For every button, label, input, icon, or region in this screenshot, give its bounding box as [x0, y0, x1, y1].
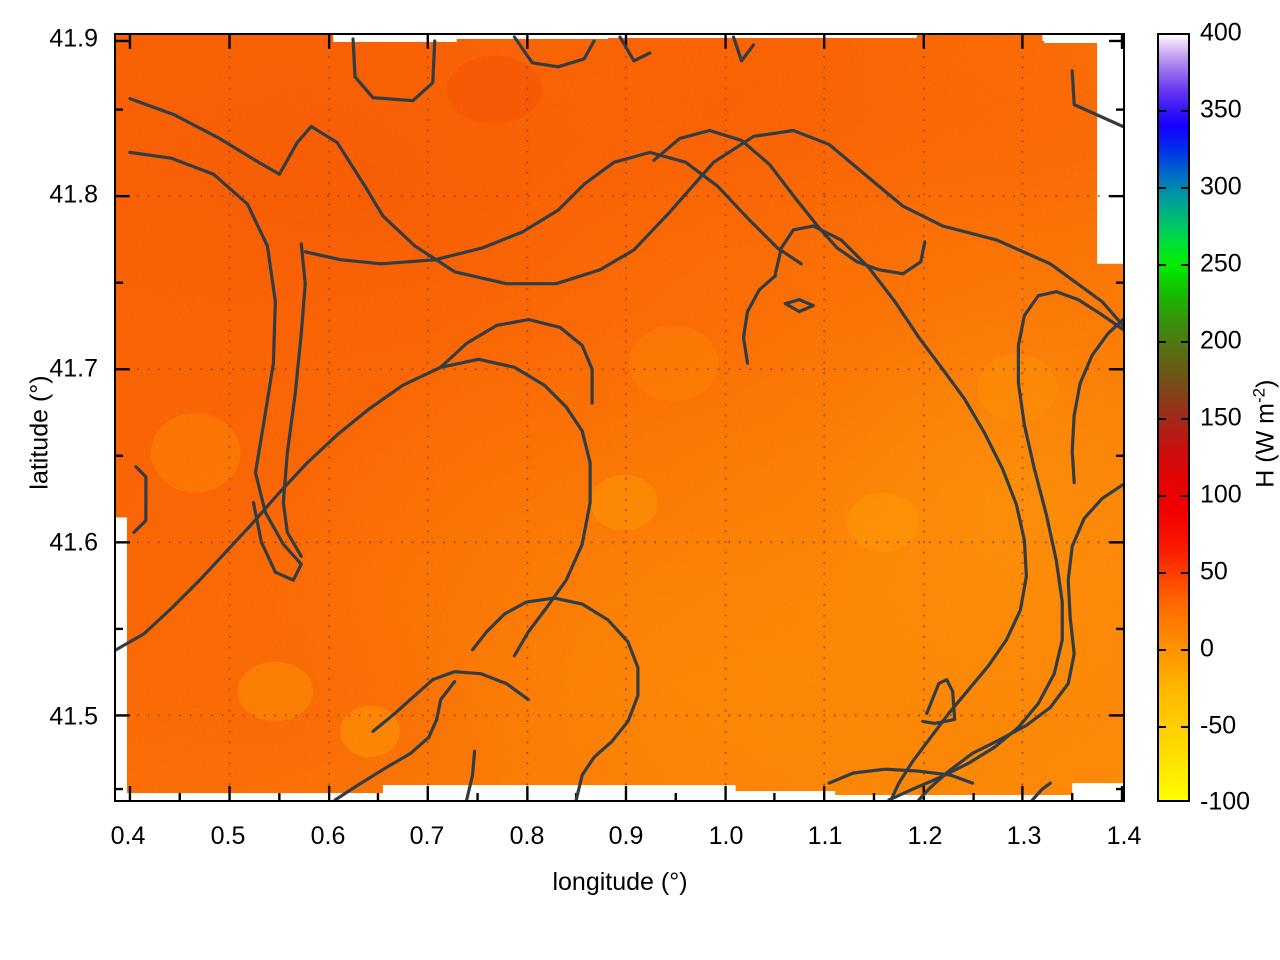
colorbar-tick-250-right [1181, 264, 1190, 266]
colorbar-label-350: 350 [1200, 95, 1242, 124]
colorbar-tick-0-left [1157, 649, 1166, 651]
colorbar-title-tail: ) [1251, 379, 1280, 388]
colorbar-label-50: 50 [1200, 557, 1228, 586]
colorbar-label-neg50: -50 [1200, 711, 1237, 740]
colorbar-label-200: 200 [1200, 326, 1242, 355]
colorbar-title-exponent: -2 [1249, 387, 1269, 404]
xtick-label-0-8: 0.8 [509, 822, 545, 850]
xtick-label-1-1: 1.1 [807, 822, 843, 850]
colorbar-tick-250-left [1157, 264, 1166, 266]
xtick-label-1-0: 1.0 [708, 822, 744, 850]
colorbar-tick-200-right [1181, 341, 1190, 343]
colorbar-label-150: 150 [1200, 403, 1242, 432]
no-data-regions [116, 35, 1123, 800]
colorbar-title: H (W m-2) [1249, 334, 1280, 534]
xtick-label-0-5: 0.5 [210, 822, 246, 850]
xtick-label-1-3: 1.3 [1006, 822, 1042, 850]
colorbar-tick-50-left [1157, 572, 1166, 574]
xtick-label-0-7: 0.7 [409, 822, 445, 850]
y-axis-title: latitude (°) [25, 375, 54, 490]
colorbar-tick-100-right [1181, 495, 1190, 497]
colorbar-tick-100-left [1157, 495, 1166, 497]
xtick-label-0-4: 0.4 [110, 822, 146, 850]
ytick-label-41-8: 41.8 [49, 180, 98, 209]
colorbar-label-300: 300 [1200, 172, 1242, 201]
colorbar-tick-150-right [1181, 418, 1190, 420]
colorbar-tick-50-right [1181, 572, 1190, 574]
colorbar-tick-neg50-right [1181, 726, 1190, 728]
plot-area [114, 33, 1125, 802]
colorbar-title-base: H (W m [1251, 403, 1280, 488]
ytick-label-41-9: 41.9 [49, 24, 98, 53]
colorbar-tick-300-right [1181, 187, 1190, 189]
colorbar-label-400: 400 [1200, 18, 1242, 47]
colorbar-label-neg100: -100 [1200, 787, 1251, 816]
colorbar-tick-350-left [1157, 110, 1166, 112]
tick-marks [116, 35, 1123, 800]
ytick-label-41-5: 41.5 [49, 702, 98, 731]
xtick-label-1-4: 1.4 [1106, 822, 1142, 850]
colorbar-label-100: 100 [1200, 480, 1242, 509]
colorbar-label-0: 0 [1200, 634, 1214, 663]
plot-overlay [116, 35, 1123, 800]
colorbar-label-250: 250 [1200, 249, 1242, 278]
colorbar-tick-neg50-left [1157, 726, 1166, 728]
colorbar-tick-0-right [1181, 649, 1190, 651]
ytick-label-41-6: 41.6 [49, 528, 98, 557]
xtick-label-0-9: 0.9 [608, 822, 644, 850]
xtick-label-0-6: 0.6 [310, 822, 346, 850]
xtick-label-1-2: 1.2 [907, 822, 943, 850]
colorbar-gradient [1159, 35, 1188, 800]
contour-lines [116, 35, 1123, 800]
x-axis-title: longitude (°) [552, 868, 688, 896]
colorbar[interactable] [1157, 33, 1190, 802]
heatmap-raster [116, 35, 1123, 800]
colorbar-tick-300-left [1157, 187, 1166, 189]
ytick-label-41-7: 41.7 [49, 354, 98, 383]
gridlines [116, 35, 1123, 800]
colorbar-tick-350-right [1181, 110, 1190, 112]
colorbar-tick-200-left [1157, 341, 1166, 343]
colorbar-tick-150-left [1157, 418, 1166, 420]
